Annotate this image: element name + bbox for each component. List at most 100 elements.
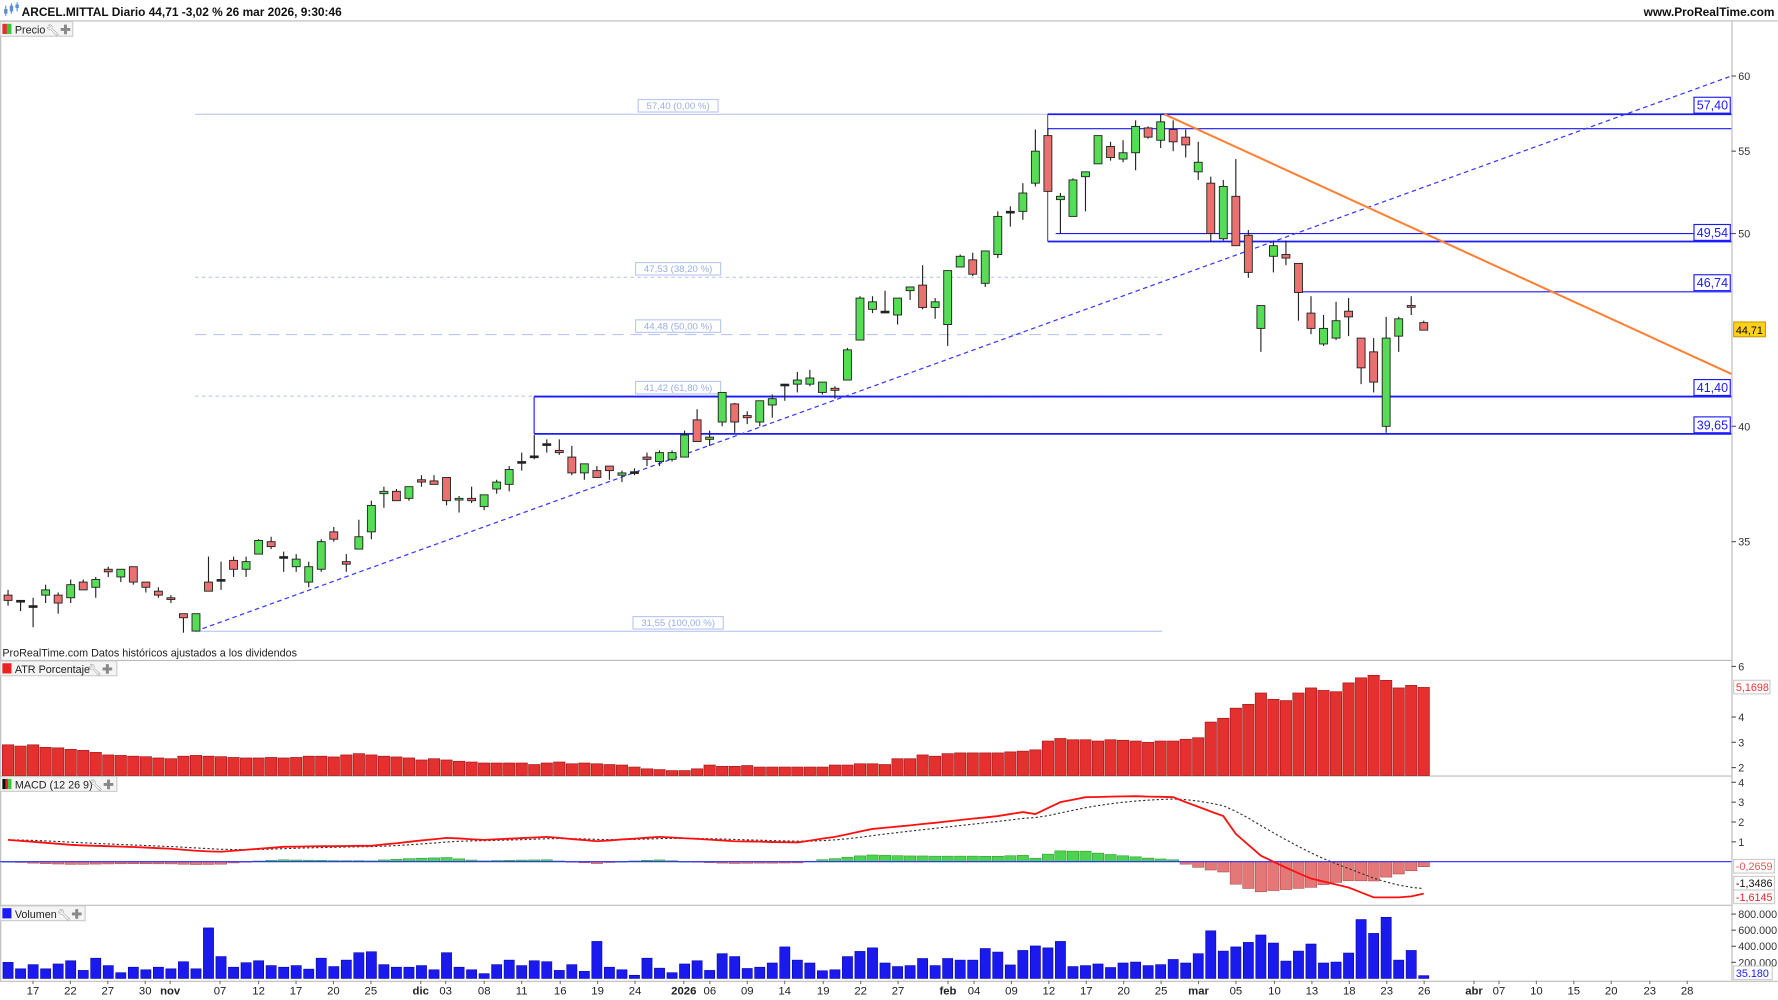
candle[interactable] bbox=[204, 556, 213, 592]
candle[interactable] bbox=[1394, 316, 1404, 352]
candle[interactable] bbox=[1081, 171, 1090, 212]
candle[interactable] bbox=[1043, 127, 1053, 192]
candle[interactable] bbox=[53, 592, 63, 614]
candle[interactable] bbox=[216, 561, 226, 590]
candle[interactable] bbox=[1156, 114, 1166, 149]
candle[interactable] bbox=[1281, 240, 1291, 266]
candle[interactable] bbox=[354, 519, 364, 550]
candle[interactable] bbox=[1419, 320, 1429, 331]
candle[interactable] bbox=[1106, 141, 1115, 161]
candle[interactable] bbox=[153, 587, 163, 598]
candle[interactable] bbox=[141, 581, 151, 593]
candle[interactable] bbox=[492, 479, 502, 494]
candle[interactable] bbox=[993, 211, 1003, 259]
candle[interactable] bbox=[554, 439, 564, 455]
candle[interactable] bbox=[542, 439, 552, 453]
candle[interactable] bbox=[91, 576, 101, 598]
plus-icon[interactable]: ✚ bbox=[72, 907, 82, 921]
candle[interactable] bbox=[630, 468, 639, 476]
candle[interactable] bbox=[1018, 183, 1028, 220]
candle[interactable] bbox=[467, 486, 477, 504]
candle[interactable] bbox=[254, 539, 264, 555]
macd-pane[interactable] bbox=[0, 795, 1732, 899]
candle[interactable] bbox=[279, 551, 289, 572]
volume-panel-label[interactable]: Volumen 🔧︎ ✚ bbox=[0, 905, 86, 921]
candle[interactable] bbox=[880, 290, 890, 314]
candle[interactable] bbox=[504, 466, 514, 492]
candle[interactable] bbox=[1344, 298, 1354, 337]
candle[interactable] bbox=[1131, 120, 1141, 171]
candle[interactable] bbox=[905, 286, 915, 300]
candle[interactable] bbox=[1231, 159, 1241, 247]
candle[interactable] bbox=[1206, 176, 1216, 243]
candle[interactable] bbox=[41, 584, 51, 604]
candle[interactable] bbox=[1218, 179, 1228, 241]
candle[interactable] bbox=[417, 475, 426, 487]
atr-pane[interactable] bbox=[2, 674, 1430, 776]
candle[interactable] bbox=[567, 445, 577, 476]
candle[interactable] bbox=[78, 579, 88, 591]
candle[interactable] bbox=[3, 589, 13, 606]
atr-panel-label[interactable]: ATR Porcentaje 🔧︎ ✚ bbox=[0, 660, 118, 676]
wrench-icon[interactable]: 🔧︎ bbox=[89, 779, 103, 792]
candle[interactable] bbox=[1005, 206, 1015, 227]
candle[interactable] bbox=[404, 486, 414, 501]
candle[interactable] bbox=[1181, 129, 1191, 158]
candle[interactable] bbox=[1306, 296, 1316, 335]
candle[interactable] bbox=[980, 250, 990, 287]
wrench-icon[interactable]: 🔧︎ bbox=[57, 908, 71, 921]
wrench-icon[interactable]: 🔧︎ bbox=[45, 24, 59, 37]
candle[interactable] bbox=[943, 270, 953, 346]
candle[interactable] bbox=[241, 556, 251, 577]
candle[interactable] bbox=[479, 494, 489, 511]
candle[interactable] bbox=[517, 452, 527, 471]
candle[interactable] bbox=[805, 369, 815, 387]
price-panel-label[interactable]: Precio 🔧︎ ✚ bbox=[0, 20, 74, 37]
candle[interactable] bbox=[817, 381, 827, 395]
candle[interactable] bbox=[705, 430, 715, 446]
candle[interactable] bbox=[592, 466, 602, 478]
candle[interactable] bbox=[780, 383, 790, 401]
candle[interactable] bbox=[717, 391, 727, 427]
candle[interactable] bbox=[1056, 193, 1065, 234]
candle[interactable] bbox=[1331, 301, 1341, 341]
plus-icon[interactable]: ✚ bbox=[60, 23, 70, 37]
candle[interactable] bbox=[16, 599, 25, 612]
candle[interactable] bbox=[1381, 316, 1391, 433]
candle[interactable] bbox=[454, 495, 464, 513]
site-link[interactable]: www.ProRealTime.com bbox=[1643, 5, 1775, 19]
candle[interactable] bbox=[955, 254, 965, 268]
candle[interactable] bbox=[1243, 230, 1253, 278]
descending-trendline[interactable] bbox=[1164, 113, 1732, 375]
candle[interactable] bbox=[692, 409, 702, 443]
volume-pane[interactable] bbox=[2, 916, 1430, 979]
candle[interactable] bbox=[968, 252, 978, 277]
candle[interactable] bbox=[316, 539, 326, 572]
candle[interactable] bbox=[792, 371, 802, 393]
candle[interactable] bbox=[1268, 240, 1278, 273]
plus-icon[interactable]: ✚ bbox=[103, 778, 113, 792]
wrench-icon[interactable]: 🔧︎ bbox=[87, 663, 101, 676]
candle[interactable] bbox=[604, 465, 614, 480]
candle[interactable] bbox=[1118, 140, 1128, 163]
candle[interactable] bbox=[1406, 296, 1416, 315]
candle[interactable] bbox=[730, 402, 740, 433]
candle[interactable] bbox=[680, 430, 690, 458]
candle[interactable] bbox=[103, 566, 113, 577]
candle[interactable] bbox=[617, 470, 627, 483]
candle[interactable] bbox=[1093, 135, 1103, 165]
candle[interactable] bbox=[291, 554, 301, 572]
candle[interactable] bbox=[266, 536, 276, 550]
candle[interactable] bbox=[830, 386, 840, 399]
candle[interactable] bbox=[1356, 337, 1366, 385]
candle[interactable] bbox=[579, 463, 589, 480]
candle[interactable] bbox=[66, 579, 76, 604]
candle[interactable] bbox=[1369, 338, 1379, 393]
candle[interactable] bbox=[843, 347, 852, 381]
candle[interactable] bbox=[1143, 126, 1153, 139]
candle[interactable] bbox=[329, 526, 339, 542]
candle[interactable] bbox=[191, 613, 201, 632]
candle[interactable] bbox=[1256, 305, 1266, 352]
candle[interactable] bbox=[1193, 141, 1203, 180]
candle[interactable] bbox=[379, 486, 389, 508]
